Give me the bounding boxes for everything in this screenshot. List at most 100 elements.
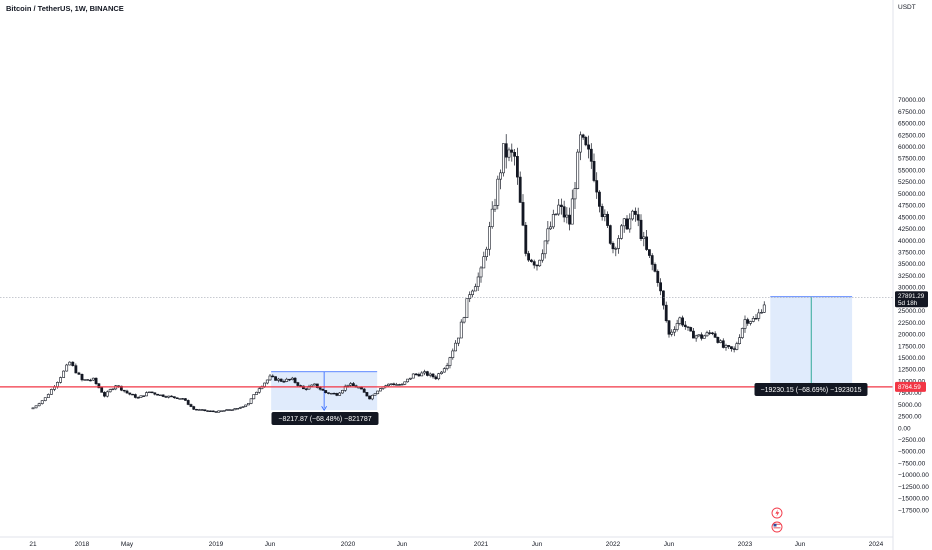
- candle-down: [335, 393, 339, 396]
- candle-down: [315, 383, 319, 389]
- time-axis[interactable]: 21 2018 May 2019 Jun 2020 Jun 2021 Jun 2022 Jun 202…: [0, 536, 893, 548]
- candle-up: [468, 294, 472, 299]
- lines-layer: [0, 296, 893, 388]
- candle-up: [642, 236, 646, 239]
- candle-up: [546, 228, 550, 242]
- candle-down: [299, 385, 303, 387]
- price-tick-label: 30000.00: [898, 285, 925, 292]
- candle-up: [139, 395, 143, 398]
- time-tick-label: 2021: [474, 541, 489, 548]
- candle-up: [56, 382, 59, 387]
- candle-up: [217, 410, 221, 413]
- candle-down: [504, 143, 508, 158]
- price-tick-label: −10000.00: [898, 472, 929, 479]
- candle-down: [71, 361, 75, 366]
- candle-down: [568, 214, 571, 225]
- flag-stripe: [773, 523, 781, 525]
- candle-up: [338, 392, 342, 396]
- candle-up: [233, 408, 237, 411]
- level-price-tag: [895, 381, 926, 392]
- us-flag-icon[interactable]: [771, 521, 783, 533]
- candle-down: [125, 390, 129, 394]
- candle-down: [431, 373, 435, 378]
- candle-up: [445, 365, 449, 369]
- annotation-labels: −8217.87 (−68.48%) −821787 −19230.15 (−68…: [271, 383, 868, 533]
- candle-down: [656, 271, 660, 283]
- candle-down: [181, 398, 185, 400]
- candle-up: [705, 332, 709, 337]
- candle-up: [549, 226, 552, 230]
- flag-stripe: [773, 529, 781, 531]
- candle-down: [681, 317, 684, 326]
- candle-up: [678, 317, 682, 324]
- price-tick-label: 35000.00: [898, 261, 925, 268]
- candle-down: [392, 383, 396, 386]
- time-tick-label: 2019: [209, 541, 224, 548]
- candle-down: [686, 326, 690, 328]
- candle-up: [543, 240, 547, 255]
- candle-up: [757, 312, 761, 319]
- candle-up: [395, 384, 399, 386]
- price-tick-label: 60000.00: [898, 144, 925, 151]
- price-tick-label: 57500.00: [898, 156, 925, 163]
- candle-up: [673, 329, 676, 333]
- candle-down: [195, 409, 198, 411]
- candle-up: [619, 225, 623, 239]
- candle-up: [158, 394, 162, 396]
- candle-down: [288, 378, 291, 381]
- candle-down: [397, 384, 401, 386]
- price-tick-label: 52500.00: [898, 179, 925, 186]
- candle-up: [329, 392, 333, 395]
- lightning-glyph: [775, 509, 780, 517]
- candle-up: [697, 334, 701, 337]
- candle-up: [46, 394, 50, 398]
- candle-down: [80, 374, 84, 381]
- price-tick-label: 12500.00: [898, 367, 925, 374]
- candle-down: [716, 337, 720, 343]
- candle-up: [719, 340, 722, 343]
- measure-label-box: [271, 412, 379, 425]
- bar-countdown: 5d 18h: [898, 300, 918, 307]
- candle-down: [608, 225, 612, 244]
- candle-up: [631, 210, 635, 220]
- candle-down: [293, 377, 297, 383]
- price-tick-label: 70000.00: [898, 97, 925, 104]
- candle-down: [86, 379, 90, 381]
- candle-down: [425, 371, 429, 376]
- candle-down: [636, 214, 640, 221]
- candle-down: [131, 393, 134, 396]
- event-icons[interactable]: [771, 507, 783, 533]
- price-tick-label: 25000.00: [898, 308, 925, 315]
- candle-down: [645, 236, 649, 250]
- time-tick-label: 21: [29, 541, 37, 548]
- candle-down: [708, 332, 712, 334]
- candle-down: [150, 391, 154, 394]
- candle-up: [573, 188, 577, 200]
- price-tick-label: 37500.00: [898, 250, 925, 257]
- candle-up: [220, 410, 223, 412]
- candle-up: [565, 214, 569, 218]
- candle-down: [156, 393, 159, 396]
- price-tick-label: 17500.00: [898, 343, 925, 350]
- candle-down: [659, 282, 663, 292]
- candle-down: [521, 202, 525, 226]
- candle-up: [428, 373, 432, 376]
- candle-down: [730, 346, 733, 349]
- candle-up: [91, 377, 95, 381]
- candle-down: [77, 372, 81, 375]
- price-tick-label: 65000.00: [898, 121, 925, 128]
- candle-down: [164, 396, 168, 398]
- candle-down: [200, 409, 204, 411]
- candle-up: [451, 350, 455, 358]
- price-axis[interactable]: USDT 70000.00 67500.00 65000.00 62500.00 6000…: [892, 0, 929, 550]
- candle-down: [589, 148, 593, 162]
- candle-down: [598, 191, 601, 207]
- candle-up: [406, 378, 410, 383]
- candle-up: [694, 335, 698, 339]
- candle-down: [683, 324, 687, 328]
- candle-up: [507, 149, 511, 158]
- level-price-value: 8764.59: [898, 384, 921, 391]
- candle-up: [108, 389, 112, 393]
